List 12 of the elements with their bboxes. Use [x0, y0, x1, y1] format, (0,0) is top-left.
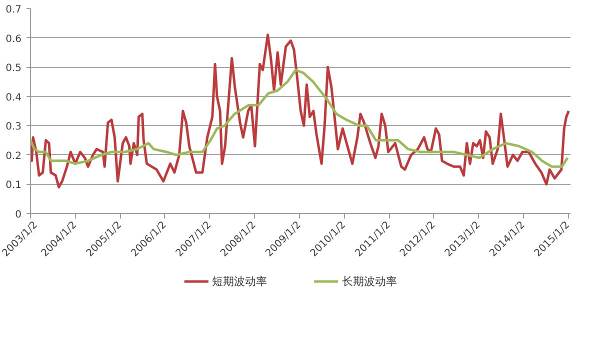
line-series [30, 34, 570, 188]
y-tick-label: 0.1 [6, 180, 22, 192]
y-tick-label: 0 [15, 210, 22, 220]
y-tick-label: 0.6 [6, 34, 22, 45]
y-tick-label: 0.3 [6, 122, 22, 133]
line-series [30, 68, 569, 168]
legend-label: 长期波动率 [342, 275, 397, 288]
y-tick-label: 0.5 [6, 63, 22, 74]
y-tick-label: 0.7 [6, 4, 22, 16]
y-tick-label: 0.4 [6, 92, 22, 104]
y-tick-label: 0.2 [6, 150, 22, 162]
legend-label: 短期波动率 [212, 275, 268, 288]
